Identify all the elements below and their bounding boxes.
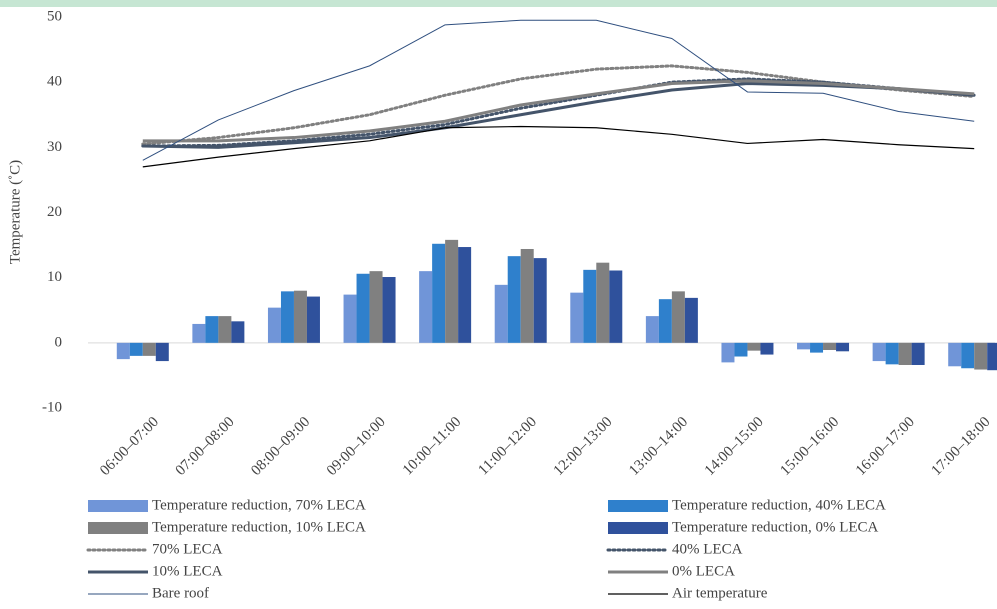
bar	[533, 258, 547, 343]
bar	[494, 284, 508, 343]
bar	[382, 277, 396, 343]
bar	[797, 342, 811, 350]
y-tick-label: 0	[55, 334, 63, 350]
bar	[911, 342, 925, 365]
bar	[419, 271, 433, 343]
bar	[192, 323, 206, 343]
bar	[116, 342, 130, 360]
bar	[760, 342, 774, 355]
bar	[974, 342, 988, 370]
x-tick-label: 16:00–17:00	[853, 414, 918, 479]
bar	[898, 342, 912, 365]
legend-label: 40% LECA	[672, 541, 743, 557]
bar	[280, 291, 294, 343]
bar	[142, 342, 156, 356]
x-tick-label: 17:00–18:00	[929, 414, 994, 479]
legend-swatch	[608, 500, 668, 512]
bar	[961, 342, 975, 369]
line	[142, 125, 975, 168]
line	[141, 64, 976, 146]
bar	[872, 342, 886, 362]
bar	[658, 299, 672, 343]
bar	[948, 342, 962, 367]
x-tick-label: 07:00–08:00	[173, 414, 238, 479]
bar	[734, 342, 748, 357]
y-tick-label: 30	[47, 139, 62, 155]
legend-label: Bare roof	[152, 585, 209, 601]
legend-label: Temperature reduction, 10% LECA	[152, 519, 366, 535]
line	[141, 77, 976, 148]
bar	[684, 297, 698, 343]
bar	[596, 262, 610, 343]
legend-label: 70% LECA	[152, 541, 223, 557]
top-strip	[0, 0, 997, 7]
line	[142, 79, 975, 143]
legend-label: Temperature reduction, 70% LECA	[152, 497, 366, 513]
bar	[570, 292, 584, 343]
legend-swatch	[88, 522, 148, 534]
bar	[432, 243, 446, 343]
bar	[810, 342, 824, 353]
x-tick-label: 13:00–14:00	[626, 414, 691, 479]
x-tick-label: 10:00–11:00	[400, 414, 465, 479]
legend-label: Air temperature	[672, 585, 768, 601]
bar	[369, 271, 383, 343]
bar	[885, 342, 899, 365]
y-tick-label: -10	[42, 399, 62, 415]
bar	[609, 270, 623, 343]
line	[142, 81, 975, 149]
x-tick-label: 15:00–16:00	[777, 414, 842, 479]
x-tick-label: 09:00–10:00	[324, 414, 389, 479]
bar	[747, 342, 761, 351]
bar	[583, 269, 597, 343]
bar	[520, 248, 534, 343]
bar	[721, 342, 735, 363]
bar	[445, 239, 459, 343]
bar	[507, 256, 521, 343]
bar	[356, 273, 370, 343]
y-tick-label: 50	[47, 8, 62, 24]
bar	[671, 291, 685, 343]
x-tick-label: 14:00–15:00	[702, 414, 767, 479]
legend-label: 10% LECA	[152, 563, 223, 579]
legend-label: Temperature reduction, 40% LECA	[672, 497, 886, 513]
bar	[645, 316, 659, 343]
bar	[293, 290, 307, 343]
legend-swatch	[88, 500, 148, 512]
x-tick-label: 11:00–12:00	[475, 414, 540, 479]
legend-swatch	[608, 522, 668, 534]
y-tick-label: 40	[47, 74, 62, 90]
y-axis-title: Temperature (˚C)	[7, 160, 23, 264]
bar	[458, 247, 472, 343]
x-tick-label: 06:00–07:00	[97, 414, 162, 479]
bar	[155, 342, 169, 362]
y-tick-label: 10	[47, 269, 62, 285]
bar	[267, 307, 281, 343]
legend-label: Temperature reduction, 0% LECA	[672, 519, 879, 535]
bar	[231, 321, 245, 343]
bar	[205, 316, 219, 343]
x-tick-label: 12:00–13:00	[551, 414, 616, 479]
legend-label: 0% LECA	[672, 563, 735, 579]
bar	[343, 294, 357, 343]
bar	[218, 316, 232, 343]
bar	[306, 296, 320, 343]
bar	[836, 342, 850, 352]
bar	[823, 342, 837, 351]
line	[142, 19, 975, 161]
bar	[129, 342, 143, 356]
bar	[987, 342, 997, 371]
y-tick-label: 20	[47, 204, 62, 220]
x-tick-label: 08:00–09:00	[248, 414, 313, 479]
